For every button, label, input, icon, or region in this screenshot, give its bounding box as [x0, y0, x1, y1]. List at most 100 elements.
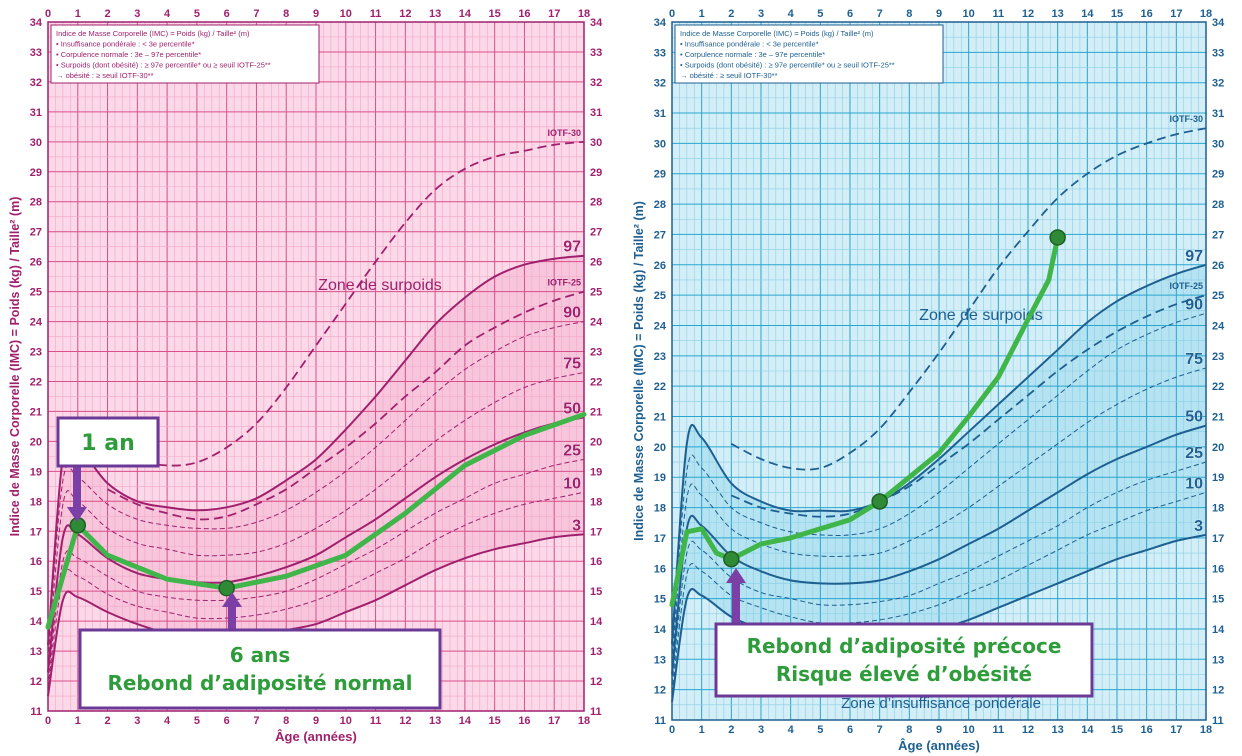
x-tick-label-bottom: 2: [104, 715, 110, 727]
curve-label-iotf-30: IOTF-30: [547, 128, 581, 138]
y-tick-label-left: 27: [30, 227, 42, 239]
y-tick-label-right: 20: [1212, 442, 1224, 454]
y-tick-label-right: 19: [1212, 472, 1224, 484]
x-tick-label-bottom: 16: [1141, 724, 1153, 736]
callout-box: [714, 622, 1094, 698]
x-tick-label-top: 0: [669, 8, 675, 20]
y-tick-label-left: 29: [654, 169, 666, 181]
y-tick-label-left: 18: [30, 496, 42, 508]
y-tick-label-left: 22: [30, 376, 42, 388]
y-tick-label-left: 11: [654, 715, 666, 727]
y-tick-label-right: 29: [1212, 169, 1224, 181]
y-tick-label-left: 31: [30, 107, 42, 119]
x-tick-label-bottom: 12: [1022, 724, 1034, 736]
curve-label-3: 3: [1194, 518, 1203, 535]
curve-label-97: 97: [1185, 248, 1203, 265]
y-tick-label-right: 24: [1212, 320, 1225, 332]
x-tick-label-top: 3: [758, 8, 764, 20]
y-tick-label-right: 11: [1212, 715, 1224, 727]
y-tick-label-right: 22: [1212, 381, 1224, 393]
trajectory-point-marker: [723, 550, 740, 568]
x-tick-label-bottom: 4: [164, 715, 171, 727]
callout-box: [78, 628, 442, 710]
legend-line: Indice de Masse Corporelle (IMC) = Poids…: [680, 29, 874, 38]
curve-label-90: 90: [563, 305, 581, 322]
legend-frame: [674, 24, 944, 84]
x-tick-label-bottom: 18: [578, 715, 590, 727]
x-tick-label-top: 10: [963, 8, 975, 20]
y-tick-label-left: 27: [654, 229, 666, 241]
x-tick-label-bottom: 17: [548, 715, 560, 727]
y-tick-label-left: 26: [654, 260, 666, 272]
legend-box: Indice de Masse Corporelle (IMC) = Poids…: [674, 24, 944, 84]
x-tick-label-bottom: 10: [340, 715, 352, 727]
y-tick-label-right: 20: [590, 436, 602, 448]
legend-line: • Corpulence normale : 3e – 97e percenti…: [56, 50, 201, 59]
x-tick-label-bottom: 5: [817, 724, 823, 736]
y-tick-label-left: 14: [30, 616, 43, 628]
y-tick-label-left: 17: [30, 526, 42, 538]
y-tick-label-right: 12: [590, 676, 602, 688]
plot-frame: [47, 21, 585, 712]
y-tick-label-right: 14: [590, 616, 603, 628]
x-tick-label-bottom: 1: [75, 715, 81, 727]
y-tick-label-right: 19: [590, 466, 602, 478]
y-tick-label-right: 22: [590, 376, 602, 388]
x-axis-label: Âge (années): [898, 738, 980, 753]
x-tick-label-bottom: 15: [1111, 724, 1123, 736]
callout-text: Risque élevé d’obésité: [776, 662, 1032, 686]
y-tick-label-right: 23: [590, 347, 602, 359]
y-tick-label-right: 28: [590, 197, 602, 209]
curve-label-iotf-25: IOTF-25: [1169, 281, 1203, 291]
x-tick-label-top: 16: [1141, 8, 1153, 20]
x-tick-label-top: 2: [104, 8, 110, 20]
x-tick-label-bottom: 12: [399, 715, 411, 727]
x-tick-label-top: 8: [906, 8, 912, 20]
x-tick-label-bottom: 13: [429, 715, 441, 727]
x-tick-label-bottom: 4: [788, 724, 795, 736]
legend-line: • Insuffisance pondérale : < 3e percenti…: [680, 40, 819, 49]
curve-label-90: 90: [1185, 296, 1203, 313]
y-tick-label-left: 17: [654, 533, 666, 545]
legend-line: • Corpulence normale : 3e – 97e percenti…: [680, 50, 825, 59]
curve-iotf-25: [730, 294, 1207, 518]
x-tick-label-bottom: 14: [459, 715, 472, 727]
y-tick-label-left: 28: [654, 199, 666, 211]
y-tick-label-right: 33: [1212, 47, 1224, 59]
y-tick-label-left: 32: [654, 78, 666, 90]
y-tick-label-right: 21: [590, 406, 602, 418]
x-tick-label-bottom: 8: [283, 715, 289, 727]
x-tick-label-top: 1: [699, 8, 705, 20]
zone-label-underweight: Zone d’insuffisance pondérale: [841, 695, 1041, 712]
callout-arrow-head: [67, 507, 87, 522]
x-tick-label-top: 16: [518, 8, 530, 20]
y-tick-label-right: 33: [590, 47, 602, 59]
y-tick-label-right: 30: [590, 137, 602, 149]
x-tick-label-bottom: 3: [758, 724, 764, 736]
y-tick-label-left: 30: [654, 138, 666, 150]
curve-10: [671, 491, 1207, 693]
x-tick-label-top: 6: [847, 8, 853, 20]
x-tick-label-bottom: 3: [134, 715, 140, 727]
y-tick-label-left: 32: [30, 77, 42, 89]
callout-text: 1 an: [81, 431, 134, 456]
curve-label-75: 75: [1185, 351, 1203, 368]
trajectory-point-marker: [218, 579, 235, 597]
x-tick-label-top: 5: [817, 8, 823, 20]
y-tick-label-right: 29: [590, 167, 602, 179]
x-tick-label-top: 1: [75, 8, 81, 20]
legend-line: • Insuffisance pondérale : < 3e percenti…: [56, 40, 195, 49]
legend-line: → obésité : ≥ seuil IOTF-30**: [56, 71, 154, 80]
y-tick-label-right: 18: [1212, 503, 1224, 515]
curve-25: [671, 461, 1207, 684]
curve-label-10: 10: [1185, 475, 1203, 492]
y-tick-label-left: 33: [30, 47, 42, 59]
curve-label-97: 97: [563, 239, 581, 256]
x-tick-label-top: 12: [1022, 8, 1034, 20]
x-tick-label-top: 17: [1170, 8, 1182, 20]
x-tick-label-top: 15: [1111, 8, 1123, 20]
y-tick-label-right: 17: [590, 526, 602, 538]
y-tick-label-left: 23: [654, 351, 666, 363]
curve-label-25: 25: [563, 442, 581, 459]
legend-line: • Surpoids (dont obésité) : ≥ 97e percen…: [56, 61, 271, 70]
